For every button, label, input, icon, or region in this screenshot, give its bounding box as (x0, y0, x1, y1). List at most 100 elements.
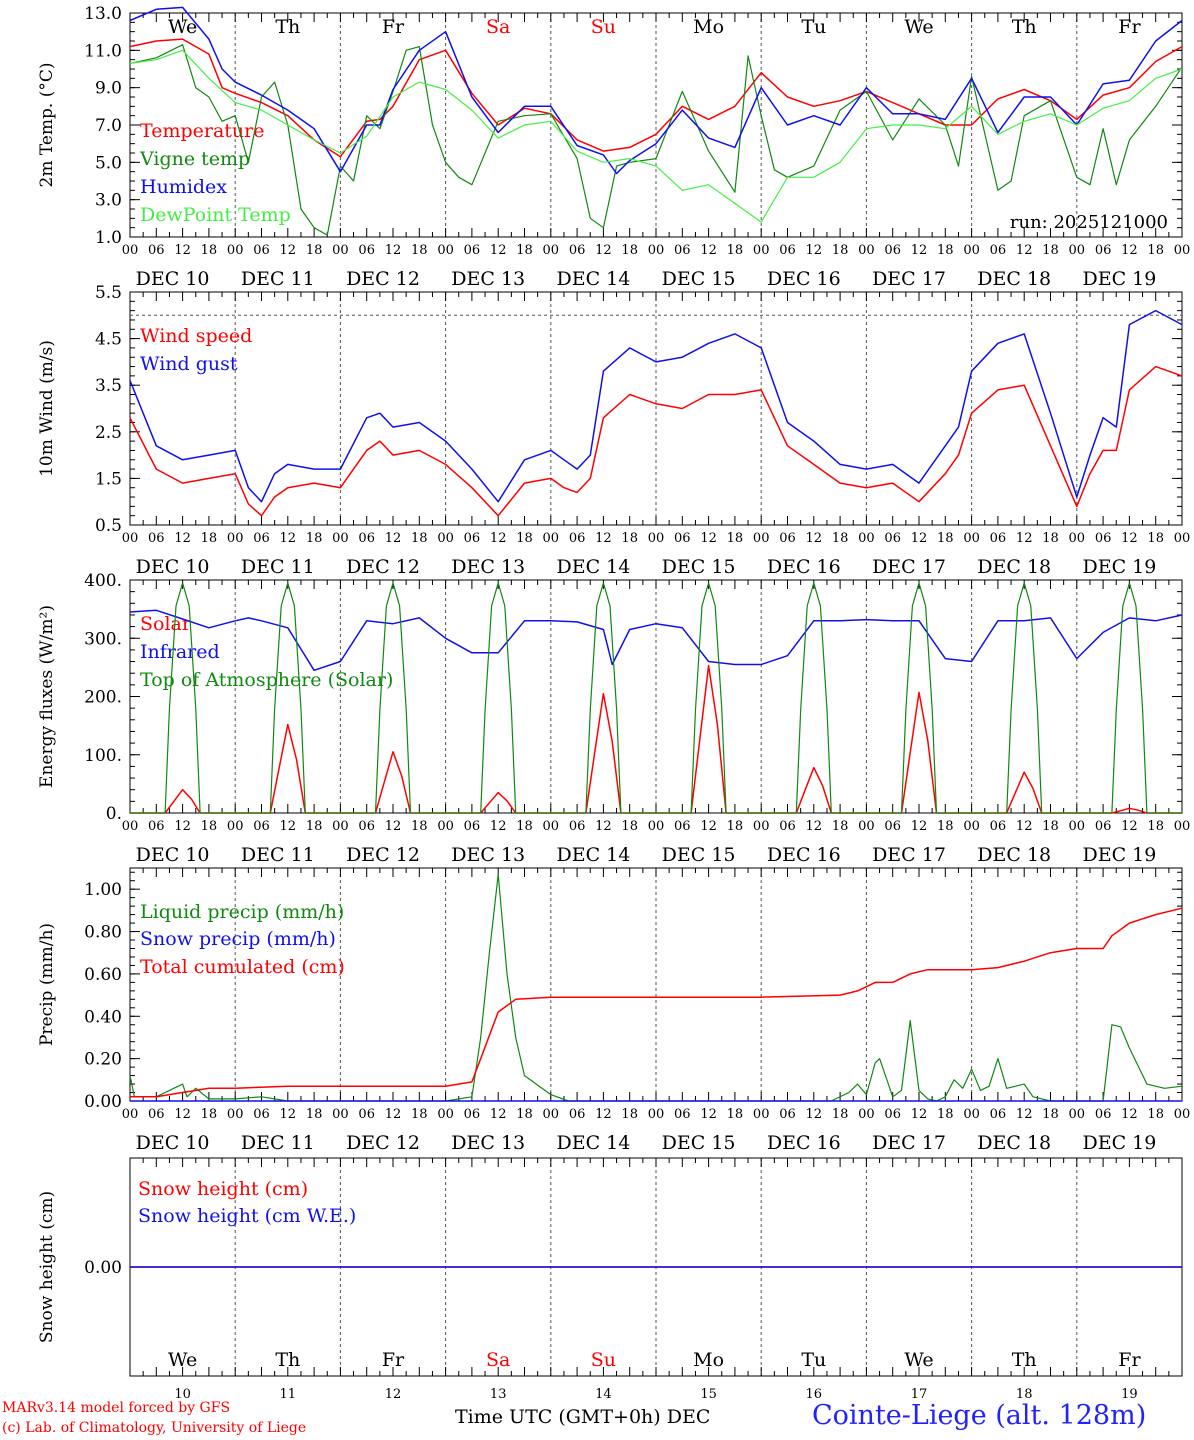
day-number-label: 12 (385, 1387, 402, 1400)
y-tick-label: 13.0 (84, 4, 122, 24)
date-label: DEC 17 (872, 556, 946, 578)
hour-tick-label: 06 (990, 1107, 1007, 1122)
panel-wind: 0.5 1.5 2.5 3.5 4.5 5.5 10m Wind (m/s) Wind spe… (37, 283, 1190, 578)
date-label: DEC 19 (1082, 268, 1156, 290)
weekday-label: Fr (382, 1349, 405, 1371)
panel-precip: 0.00 0.20 0.40 0.60 0.80 1.00 Precip (mm/h) Liq… (37, 867, 1190, 1154)
date-label: DEC 19 (1082, 1132, 1156, 1154)
hour-tick-label: 18 (306, 1107, 323, 1122)
hour-tick-label: 12 (385, 1107, 402, 1122)
date-label: DEC 16 (767, 1132, 841, 1154)
y-tick-label: 1.5 (95, 469, 122, 489)
legend-snow-height-cm-: Snow height (cm) (138, 1178, 308, 1200)
hour-tick-label: 06 (358, 1107, 375, 1122)
hour-tick-label: 18 (306, 243, 323, 258)
hour-tick-label: 00 (122, 531, 139, 546)
hour-tick-label: 18 (411, 243, 428, 258)
hour-tick-label: 12 (595, 819, 612, 834)
hour-tick-label: 00 (648, 531, 665, 546)
day-number-label: 15 (700, 1387, 717, 1400)
weekday-label: Tu (801, 16, 826, 38)
time-axis-label: Time UTC (GMT+0h) DEC (455, 1406, 710, 1428)
panel-temp: 1.0 3.0 5.0 7.0 9.0 11.0 13.0 2m Temp. (°C) Temp… (37, 4, 1190, 290)
hour-tick-label: 00 (437, 243, 454, 258)
series-line-infrared (129, 609, 1183, 672)
date-label: DEC 12 (346, 844, 420, 866)
y-axis-label: 2m Temp. (°C) (37, 62, 57, 187)
hour-tick-label: 12 (1016, 531, 1033, 546)
run-annotation: run: 2025121000 (1010, 212, 1168, 233)
weekday-label: Su (591, 1349, 616, 1371)
hour-tick-label: 12 (595, 1107, 612, 1122)
date-label: DEC 15 (662, 268, 736, 290)
date-label: DEC 11 (241, 556, 315, 578)
hour-tick-label: 00 (753, 819, 770, 834)
y-tick-label: 0.80 (84, 923, 122, 943)
hour-tick-label: 18 (201, 531, 218, 546)
y-tick-label: 1.00 (84, 880, 122, 900)
hour-tick-label: 00 (1069, 1107, 1086, 1122)
legend-liquid-precip-mm-h-: Liquid precip (mm/h) (140, 901, 344, 923)
hour-tick-label: 06 (464, 531, 481, 546)
hour-tick-label: 06 (990, 243, 1007, 258)
model-credit: MARv3.14 model forced by GFS (2, 1400, 231, 1416)
weekday-label: Mo (693, 1349, 724, 1371)
hour-tick-label: 18 (1042, 1107, 1059, 1122)
date-label: DEC 18 (977, 844, 1051, 866)
hour-tick-label: 12 (174, 243, 191, 258)
y-tick-label: 0.00 (84, 1092, 122, 1112)
hour-tick-label: 00 (543, 531, 560, 546)
y-tick-label: 4.5 (95, 330, 122, 350)
weekday-label: Su (591, 16, 616, 38)
hour-tick-label: 18 (727, 819, 744, 834)
hour-tick-label: 18 (621, 819, 638, 834)
hour-tick-label: 12 (280, 1107, 297, 1122)
hour-tick-label: 06 (884, 819, 901, 834)
date-label: DEC 14 (556, 268, 630, 290)
date-label: DEC 11 (241, 844, 315, 866)
hour-tick-label: 06 (884, 243, 901, 258)
legend-top-of-atmosphere-solar-: Top of Atmosphere (Solar) (140, 669, 393, 691)
hour-tick-label: 18 (201, 819, 218, 834)
date-label: DEC 19 (1082, 556, 1156, 578)
hour-tick-label: 00 (858, 819, 875, 834)
hour-tick-label: 00 (543, 819, 560, 834)
date-label: DEC 17 (872, 1132, 946, 1154)
hour-tick-label: 06 (1095, 243, 1112, 258)
hour-tick-label: 18 (1147, 243, 1164, 258)
hour-tick-label: 00 (1069, 243, 1086, 258)
hour-tick-label: 18 (832, 531, 849, 546)
date-label: DEC 13 (451, 1132, 525, 1154)
hour-tick-label: 06 (358, 819, 375, 834)
hour-tick-label: 18 (727, 243, 744, 258)
legend-humidex: Humidex (140, 176, 227, 198)
day-number-label: 18 (1016, 1387, 1033, 1400)
hour-tick-label: 12 (911, 1107, 928, 1122)
hour-tick-label: 00 (1069, 531, 1086, 546)
y-axis-label: Energy fluxes (W/m²) (37, 605, 57, 788)
hour-tick-label: 00 (1174, 243, 1191, 258)
hour-tick-label: 18 (1042, 531, 1059, 546)
hour-tick-label: 12 (700, 1107, 717, 1122)
hour-tick-label: 00 (648, 1107, 665, 1122)
hour-tick-label: 06 (148, 1107, 165, 1122)
hour-tick-label: 00 (437, 531, 454, 546)
y-axis-label: 10m Wind (m/s) (37, 340, 57, 477)
series-line-temperature (129, 38, 1183, 158)
y-tick-label: 3.5 (95, 376, 122, 396)
y-tick-label: 0.00 (84, 1258, 122, 1278)
y-axis-label: Snow height (cm) (37, 1191, 57, 1343)
hour-tick-label: 18 (1042, 819, 1059, 834)
legend-vigne-temp: Vigne temp (139, 148, 250, 170)
date-label: DEC 19 (1082, 844, 1156, 866)
hour-tick-label: 12 (806, 531, 823, 546)
hour-tick-label: 12 (595, 531, 612, 546)
hour-tick-label: 06 (464, 1107, 481, 1122)
hour-tick-label: 06 (884, 531, 901, 546)
day-number-label: 11 (280, 1387, 297, 1400)
y-tick-label: 11.0 (84, 41, 122, 61)
date-label: DEC 17 (872, 844, 946, 866)
hour-tick-label: 06 (674, 1107, 691, 1122)
hour-tick-label: 12 (806, 243, 823, 258)
date-label: DEC 16 (767, 844, 841, 866)
